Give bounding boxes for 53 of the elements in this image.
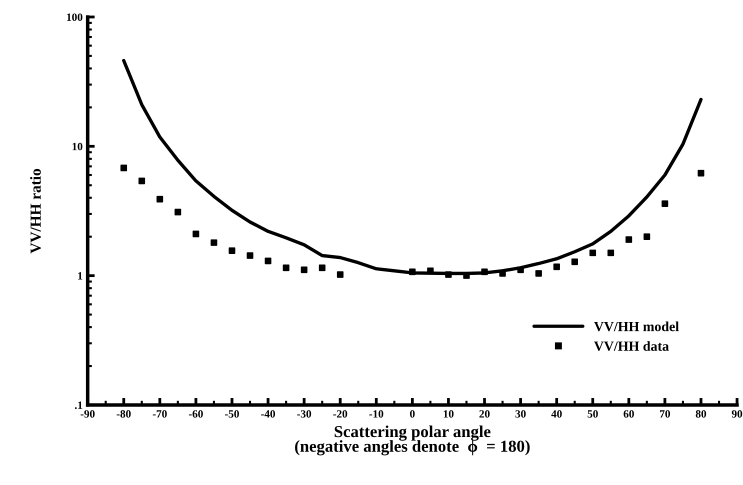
x-tick-label: 20 [479, 410, 490, 418]
point [336, 271, 344, 278]
x-axis-title: Scattering polar angle (negative angles denote ϕ = 180) [295, 425, 530, 456]
point [409, 268, 416, 276]
point [571, 258, 578, 266]
point [318, 264, 326, 272]
x-tick-label: -60 [188, 410, 203, 418]
point [644, 233, 650, 240]
x-tick-label: 0 [410, 410, 415, 418]
point [264, 258, 272, 264]
point [210, 239, 218, 246]
x-tick-label: 10 [444, 410, 454, 418]
point [607, 250, 614, 256]
x-tick-label: 40 [551, 410, 562, 418]
x-tick-label: 90 [732, 410, 742, 418]
point [589, 250, 596, 256]
x-tick-label: 80 [696, 410, 706, 418]
x-tick-label: -40 [261, 410, 276, 418]
point [246, 252, 254, 259]
point [228, 247, 236, 254]
x-tick-label: 70 [660, 410, 670, 418]
y-axis-title: VV/HH ratio [30, 168, 41, 254]
point [282, 264, 290, 272]
point [481, 268, 488, 276]
x-tick-label: -20 [333, 410, 348, 418]
x-tick-label: 60 [624, 410, 634, 418]
x-tick-label: -90 [80, 410, 95, 418]
point [662, 200, 668, 207]
point [535, 270, 542, 277]
y-tick-label: 1 [78, 272, 82, 280]
x-tick-label: -70 [152, 410, 167, 418]
point [445, 271, 452, 278]
x-tick-label: -30 [297, 410, 312, 418]
point [174, 208, 182, 216]
x-tick-label: -10 [369, 410, 384, 418]
y-tick-label: 10 [72, 142, 82, 150]
point [553, 264, 560, 270]
y-tick-label: .1 [74, 401, 82, 409]
point [138, 178, 146, 184]
x-tick-label: -50 [224, 410, 239, 418]
y-tick-label: 100 [67, 13, 82, 21]
x-tick-label: -80 [116, 410, 131, 418]
point [626, 236, 632, 243]
point [300, 266, 308, 274]
legend-label: VV/HH data [594, 341, 669, 351]
point [698, 170, 704, 176]
x-tick-label: 50 [588, 410, 598, 418]
point [192, 230, 200, 238]
point [120, 164, 128, 172]
x-tick-label: 30 [515, 410, 526, 418]
point [156, 196, 164, 202]
legend-label: VV/HH model [594, 321, 679, 332]
point [517, 266, 524, 274]
